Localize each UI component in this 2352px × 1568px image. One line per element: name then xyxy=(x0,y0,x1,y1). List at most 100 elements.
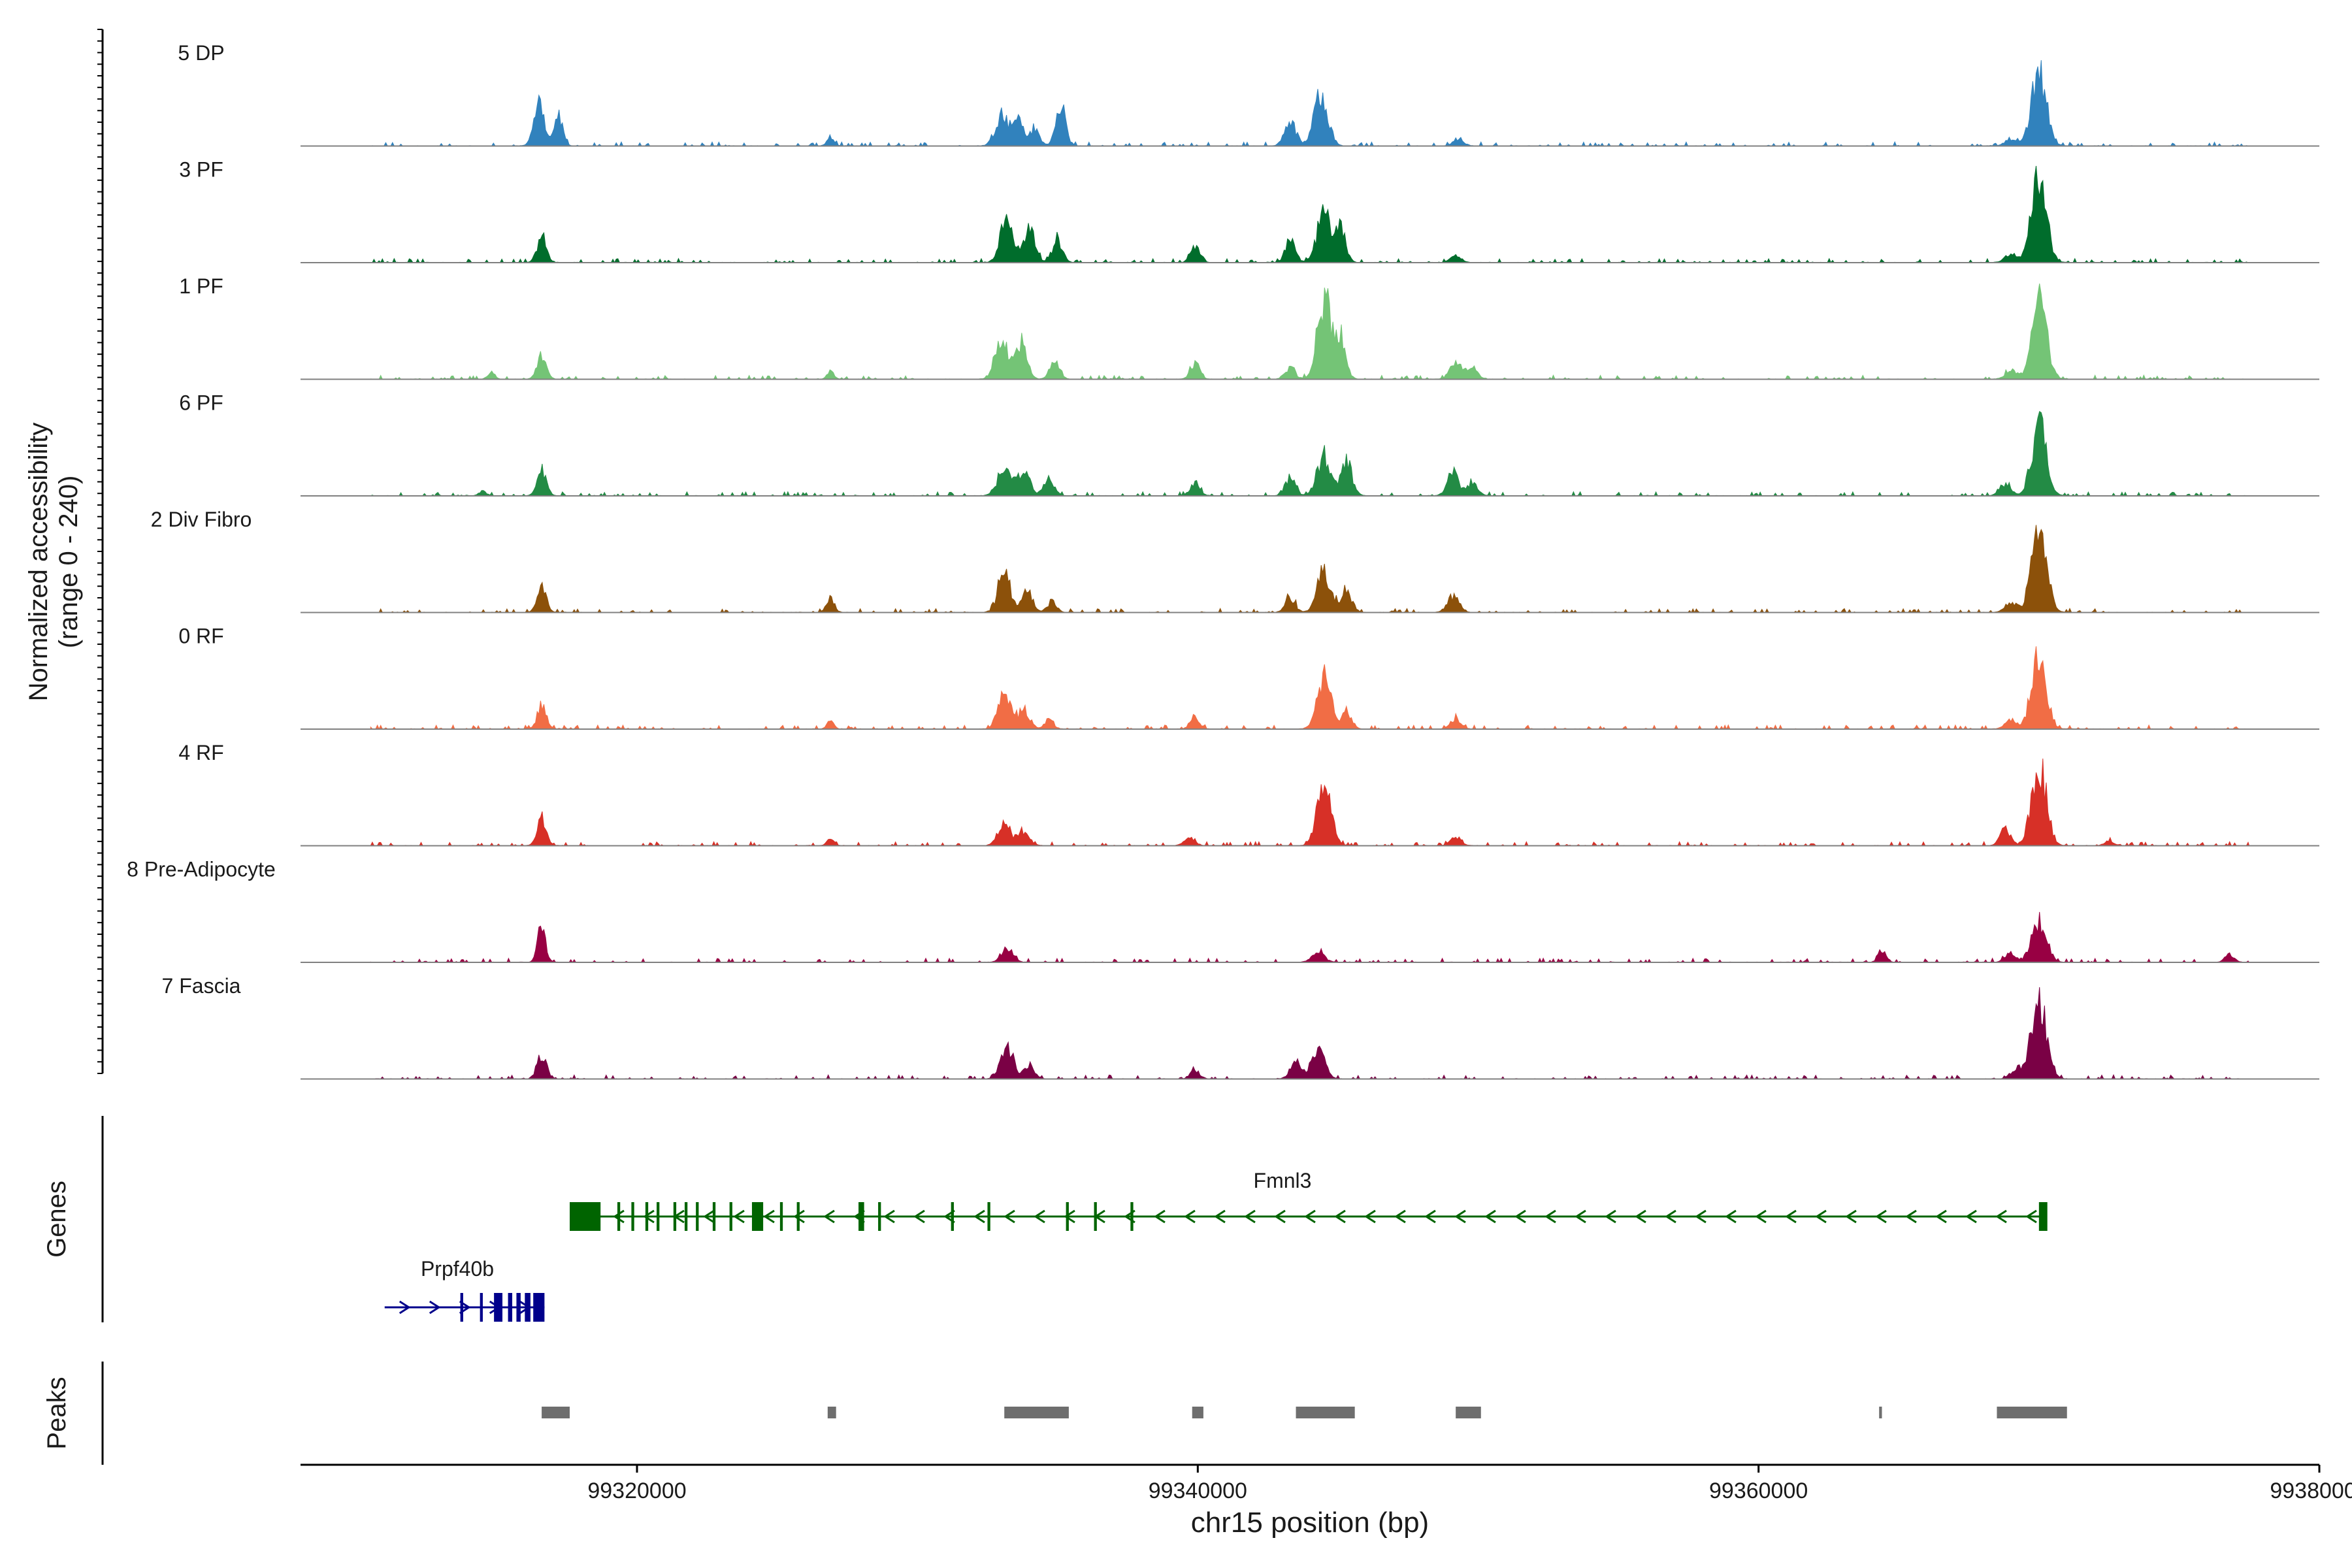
strand-arrow xyxy=(733,1209,745,1224)
exon xyxy=(516,1293,521,1322)
exon xyxy=(533,1293,545,1322)
strand-arrow xyxy=(1154,1209,1166,1224)
strand-arrow xyxy=(1875,1209,1887,1224)
exon xyxy=(494,1293,502,1322)
exon xyxy=(951,1202,954,1231)
strand-arrow xyxy=(1274,1209,1286,1224)
peak-region xyxy=(1296,1407,1355,1418)
track: 5 DP xyxy=(178,41,2319,147)
strand-arrow xyxy=(1755,1209,1767,1224)
track: 3 PF xyxy=(179,158,2319,264)
exon xyxy=(712,1202,716,1231)
x-tick-label: 99380000 xyxy=(2270,1478,2352,1503)
track: 8 Pre-Adipocyte xyxy=(127,858,2319,964)
peak-region xyxy=(1879,1407,1882,1418)
x-axis-label: chr15 position (bp) xyxy=(1191,1507,1429,1539)
x-tick-label: 99320000 xyxy=(587,1478,686,1503)
strand-arrow xyxy=(1334,1209,1346,1224)
exon xyxy=(796,1202,800,1231)
exon xyxy=(460,1293,463,1322)
strand-arrow xyxy=(1484,1209,1496,1224)
strand-arrow xyxy=(1544,1209,1556,1224)
exon xyxy=(657,1202,660,1231)
strand-arrow xyxy=(763,1209,775,1224)
x-axis: 99320000 99340000 99360000 99380000 xyxy=(301,1463,2352,1503)
exon xyxy=(1066,1202,1069,1231)
strand-arrow xyxy=(1575,1209,1586,1224)
strand-arrow xyxy=(1815,1209,1827,1224)
y-axis-label: Normalized accessibility xyxy=(24,423,53,702)
exon xyxy=(480,1293,483,1322)
strand-arrow xyxy=(429,1300,441,1315)
strand-arrow xyxy=(1635,1209,1646,1224)
coverage-area xyxy=(370,60,2249,147)
track: 4 RF xyxy=(178,741,2319,847)
track-label: 5 DP xyxy=(178,41,224,65)
strand-arrow xyxy=(1785,1209,1797,1224)
exon xyxy=(1130,1202,1134,1231)
exon xyxy=(631,1202,634,1231)
strand-arrow xyxy=(1214,1209,1226,1224)
exon xyxy=(525,1293,531,1322)
gene-fmnl3: Fmnl3 xyxy=(570,1169,2048,1231)
peak-region xyxy=(1192,1407,1203,1418)
strand-arrow xyxy=(1304,1209,1316,1224)
coverage-area xyxy=(370,911,2250,964)
strand-arrow xyxy=(1845,1209,1857,1224)
y-axis xyxy=(97,29,104,1074)
strand-arrow xyxy=(1725,1209,1737,1224)
strand-arrow xyxy=(1424,1209,1436,1224)
strand-arrow xyxy=(1965,1209,1977,1224)
track: 6 PF xyxy=(179,391,2319,497)
peak-region xyxy=(1456,1407,1481,1418)
exon xyxy=(751,1202,764,1231)
gene-label: Prpf40b xyxy=(421,1257,494,1281)
strand-arrow xyxy=(1935,1209,1947,1224)
peaks-track xyxy=(542,1407,2067,1418)
strand-arrow xyxy=(1995,1209,2007,1224)
strand-arrow xyxy=(1244,1209,1256,1224)
exon xyxy=(696,1202,699,1231)
peak-region xyxy=(1997,1407,2067,1418)
track-label: 2 Div Fibro xyxy=(151,508,252,531)
track-label: 4 RF xyxy=(178,741,223,764)
strand-arrow xyxy=(1905,1209,1917,1224)
strand-arrow xyxy=(823,1209,835,1224)
strand-arrow xyxy=(1004,1209,1015,1224)
x-tick-label: 99360000 xyxy=(1709,1478,1808,1503)
peak-region xyxy=(827,1407,836,1418)
track: 0 RF xyxy=(178,625,2319,730)
coverage-area xyxy=(370,987,2249,1080)
strand-arrow xyxy=(1184,1209,1196,1224)
exon xyxy=(508,1293,513,1322)
exon xyxy=(2038,1202,2048,1231)
coverage-area xyxy=(370,646,2249,730)
track-label: 3 PF xyxy=(179,158,223,182)
strand-arrow xyxy=(1454,1209,1466,1224)
x-tick-label: 99340000 xyxy=(1149,1478,1247,1503)
exon xyxy=(729,1202,732,1231)
y-axis-label-range: (range 0 - 240) xyxy=(54,476,83,649)
exon xyxy=(645,1202,649,1231)
track-label: 7 Fascia xyxy=(162,974,241,998)
strand-arrow xyxy=(1665,1209,1676,1224)
strand-arrow xyxy=(1034,1209,1045,1224)
track: 2 Div Fibro xyxy=(151,508,2319,613)
exon xyxy=(779,1202,783,1231)
strand-arrow xyxy=(1394,1209,1406,1224)
strand-arrow xyxy=(1695,1209,1707,1224)
gene-label: Fmnl3 xyxy=(1254,1169,1312,1192)
coverage-area xyxy=(370,284,2249,380)
peak-region xyxy=(542,1407,570,1418)
coverage-area xyxy=(370,759,2250,847)
strand-arrow xyxy=(2025,1209,2037,1224)
exon xyxy=(617,1202,621,1231)
strand-arrow xyxy=(1064,1209,1075,1224)
strand-arrow xyxy=(703,1209,715,1224)
coverage-area xyxy=(370,165,2249,264)
track-label: 0 RF xyxy=(178,625,223,648)
coverage-area xyxy=(370,411,2249,497)
track: 7 Fascia xyxy=(162,974,2319,1080)
strand-arrow xyxy=(1364,1209,1376,1224)
